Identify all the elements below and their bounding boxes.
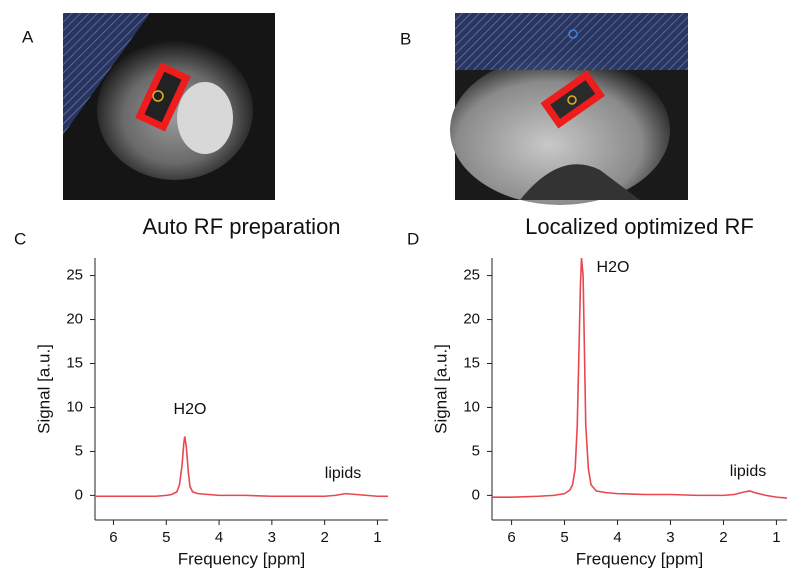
x-axis-label: Frequency [ppm] (178, 549, 306, 568)
y-tick-label: 5 (75, 442, 83, 459)
y-axis-label: Signal [a.u.] (34, 344, 53, 434)
x-tick-label: 5 (162, 529, 170, 546)
chart-title: Localized optimized RF (525, 214, 754, 239)
x-tick-label: 1 (772, 529, 780, 546)
annotation: H2O (174, 401, 207, 418)
y-tick-label: 15 (66, 354, 83, 371)
y-axis-label: Signal [a.u.] (431, 344, 450, 434)
y-tick-label: 0 (472, 486, 480, 503)
mri-image-b (450, 13, 688, 205)
x-tick-label: 2 (719, 529, 727, 546)
x-tick-label: 6 (109, 529, 117, 546)
annotation: lipids (325, 465, 361, 482)
y-tick-label: 20 (66, 311, 83, 328)
x-tick-label: 4 (215, 529, 223, 546)
x-tick-label: 3 (268, 529, 276, 546)
y-tick-label: 15 (463, 354, 480, 371)
x-tick-label: 4 (613, 529, 621, 546)
y-tick-label: 10 (463, 398, 480, 415)
chart-title: Auto RF preparation (142, 214, 340, 239)
spectrum-line (95, 436, 388, 498)
annotation: lipids (730, 463, 766, 480)
panel-label: C (14, 229, 26, 248)
y-tick-label: 20 (463, 311, 480, 328)
x-tick-label: 3 (666, 529, 674, 546)
x-tick-label: 2 (320, 529, 328, 546)
annotation: H2O (597, 259, 630, 276)
y-tick-label: 25 (463, 267, 480, 284)
mri-image-a (63, 13, 275, 200)
panel-label: B (400, 29, 411, 48)
y-tick-label: 10 (66, 398, 83, 415)
x-axis-label: Frequency [ppm] (576, 549, 704, 568)
y-tick-label: 5 (472, 442, 480, 459)
spectrum-line (492, 258, 787, 499)
panel-label: D (407, 229, 419, 248)
y-tick-label: 25 (66, 267, 83, 284)
x-tick-label: 5 (560, 529, 568, 546)
y-tick-label: 0 (75, 486, 83, 503)
panel-label: A (22, 27, 34, 46)
x-tick-label: 1 (373, 529, 381, 546)
x-tick-label: 6 (507, 529, 515, 546)
